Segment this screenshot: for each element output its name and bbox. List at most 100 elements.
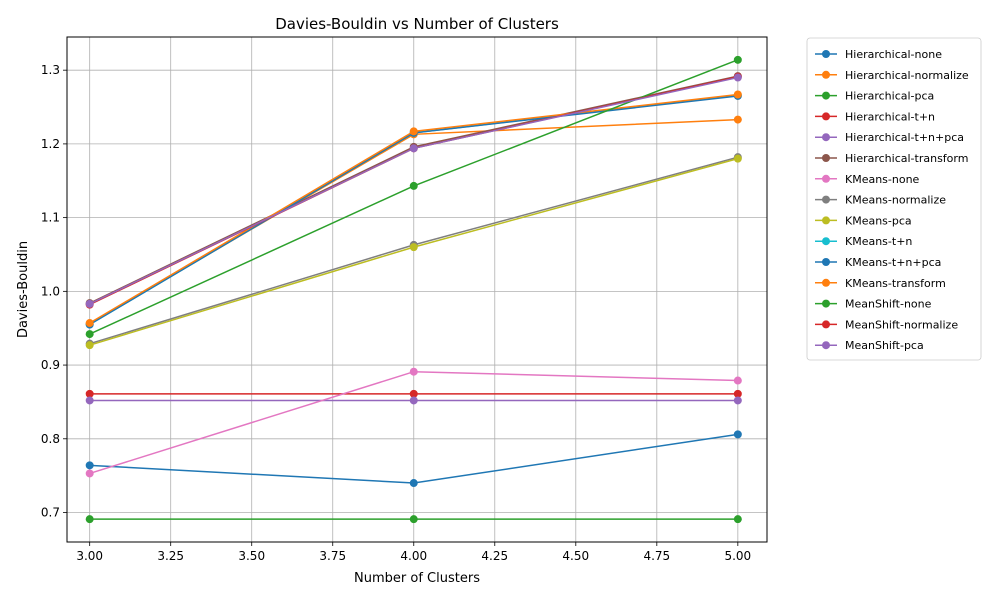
x-tick-label: 4.25 (481, 549, 508, 563)
data-point (85, 299, 94, 308)
data-point (85, 389, 94, 398)
x-tick-label: 3.25 (157, 549, 184, 563)
legend-item: KMeans-t+n+pca (815, 256, 941, 269)
data-point (733, 115, 742, 124)
legend: Hierarchical-none Hierarchical-normalize H… (806, 37, 982, 361)
data-point (409, 367, 418, 376)
data-point (409, 127, 418, 136)
x-tick-label: 3.75 (319, 549, 346, 563)
series-MeanShift-pca (85, 73, 742, 308)
legend-item: KMeans-t+n (815, 235, 912, 248)
data-point (733, 430, 742, 439)
x-tick-label: 3.00 (76, 549, 103, 563)
data-point (733, 154, 742, 163)
legend-marker (822, 258, 830, 266)
series-layer (85, 55, 742, 524)
x-tick-label: 3.50 (238, 549, 265, 563)
data-point (409, 515, 418, 524)
legend-item: Hierarchical-t+n (815, 110, 935, 123)
legend-box (806, 37, 982, 361)
data-point (409, 396, 418, 405)
legend-label: MeanShift-pca (845, 339, 924, 352)
y-axis-title: Davies-Bouldin (16, 241, 31, 338)
legend-label: KMeans-normalize (845, 194, 946, 207)
data-point (733, 376, 742, 385)
data-point (733, 515, 742, 524)
legend-item: KMeans-none (815, 173, 920, 186)
x-tick-label: 4.50 (562, 549, 589, 563)
x-tick-label: 4.75 (643, 549, 670, 563)
legend-marker (822, 70, 830, 79)
y-tick-label: 1.0 (41, 284, 60, 298)
data-point (733, 389, 742, 398)
legend-marker (822, 237, 830, 246)
legend-item: Hierarchical-none (815, 48, 942, 61)
legend-label: KMeans-t+n+pca (845, 256, 941, 269)
series-Hierarchical-pca (85, 515, 742, 524)
legend-item: KMeans-normalize (815, 194, 946, 207)
plot-frame (66, 36, 768, 543)
y-tick-label: 1.3 (41, 63, 60, 77)
series-KMeans-transform (85, 90, 742, 328)
legend-marker (822, 174, 830, 183)
y-tick-label: 1.1 (41, 211, 60, 225)
legend-label: KMeans-t+n (845, 235, 912, 248)
legend-marker (822, 195, 830, 204)
legend-item: KMeans-pca (815, 214, 912, 227)
y-axis: 0.7 0.8 0.9 1.0 1.1 1.2 1.3 (41, 63, 67, 520)
data-point (733, 90, 742, 99)
legend-label: Hierarchical-t+n (845, 110, 935, 123)
x-axis-title: Number of Clusters (354, 571, 480, 586)
legend-label: Hierarchical-none (845, 48, 942, 61)
legend-marker (822, 216, 830, 225)
x-tick-label: 4.00 (400, 549, 427, 563)
y-tick-label: 0.7 (41, 506, 60, 520)
legend-item: MeanShift-normalize (815, 318, 958, 331)
data-point (409, 144, 418, 153)
legend-item: Hierarchical-pca (815, 90, 934, 103)
legend-label: Hierarchical-transform (845, 152, 968, 165)
data-point (409, 389, 418, 398)
data-point (85, 319, 94, 328)
legend-label: Hierarchical-normalize (845, 69, 969, 82)
data-point (409, 479, 418, 488)
legend-marker (822, 91, 830, 100)
legend-label: MeanShift-normalize (845, 318, 958, 331)
data-point (733, 73, 742, 82)
series-KMeans-none (85, 367, 742, 478)
legend-label: Hierarchical-pca (845, 90, 934, 103)
data-point (733, 55, 742, 64)
y-tick-label: 0.9 (41, 358, 60, 372)
data-point (85, 469, 94, 478)
legend-label: KMeans-pca (845, 214, 912, 227)
legend-marker (822, 320, 830, 329)
series-KMeans-pca (85, 154, 742, 350)
data-point (409, 181, 418, 190)
legend-label: MeanShift-none (845, 298, 932, 311)
legend-item: MeanShift-none (815, 298, 932, 311)
legend-marker (822, 154, 830, 162)
chart-title: Davies-Bouldin vs Number of Clusters (275, 15, 559, 33)
legend-marker (822, 341, 830, 350)
series-Hierarchical-t+n (85, 389, 742, 398)
legend-marker (822, 133, 830, 142)
data-point (85, 330, 94, 339)
series-Hierarchical-none (85, 430, 742, 488)
legend-item: Hierarchical-t+n+pca (815, 131, 964, 144)
series-Hierarchical-t+n+pca (85, 396, 742, 405)
legend-label: KMeans-none (845, 173, 920, 186)
legend-item: Hierarchical-normalize (815, 69, 969, 82)
y-tick-label: 1.2 (41, 137, 60, 151)
data-point (85, 515, 94, 524)
legend-item: KMeans-transform (815, 277, 946, 290)
x-tick-label: 5.00 (724, 549, 751, 563)
legend-label: Hierarchical-t+n+pca (845, 131, 964, 144)
y-tick-label: 0.8 (41, 432, 60, 446)
data-point (409, 243, 418, 252)
legend-marker (822, 299, 830, 308)
data-point (85, 461, 94, 470)
legend-item: Hierarchical-transform (815, 152, 968, 165)
x-axis: 3.00 3.25 3.50 3.75 4.00 4.25 4.50 4.75 5.00 (76, 542, 751, 563)
legend-marker (822, 278, 830, 287)
